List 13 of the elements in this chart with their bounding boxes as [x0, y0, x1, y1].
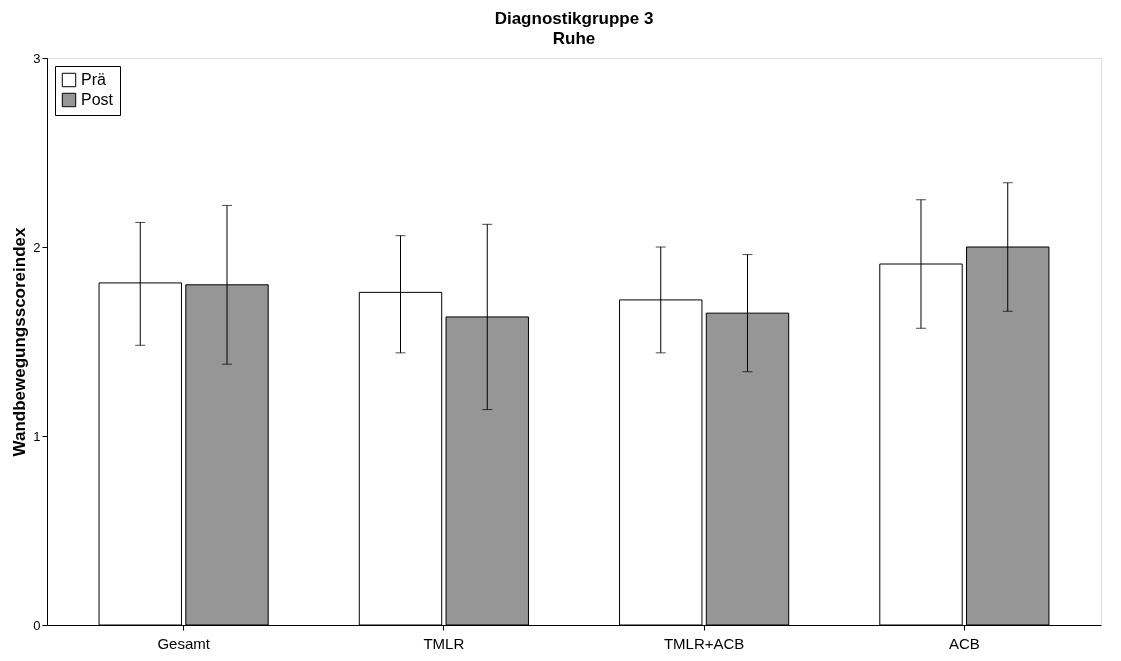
legend-label: Post	[81, 91, 114, 108]
y-axis-title: Wandbewegungsscoreindex	[10, 227, 30, 457]
y-tick-label: 2	[33, 239, 41, 255]
chart-subtitle: Ruhe	[552, 29, 596, 48]
x-tick-label: TMLR	[423, 634, 465, 652]
x-tick-label: ACB	[948, 634, 980, 652]
x-tick-label: TMLR+ACB	[663, 634, 745, 652]
y-tick-label: 3	[33, 50, 41, 66]
chart-title: Diagnostikgruppe 3	[494, 9, 654, 28]
y-tick-label: 1	[33, 428, 41, 444]
legend-label: Prä	[81, 71, 106, 88]
x-tick-label: Gesamt	[157, 634, 211, 652]
y-tick-label: 0	[33, 617, 41, 633]
